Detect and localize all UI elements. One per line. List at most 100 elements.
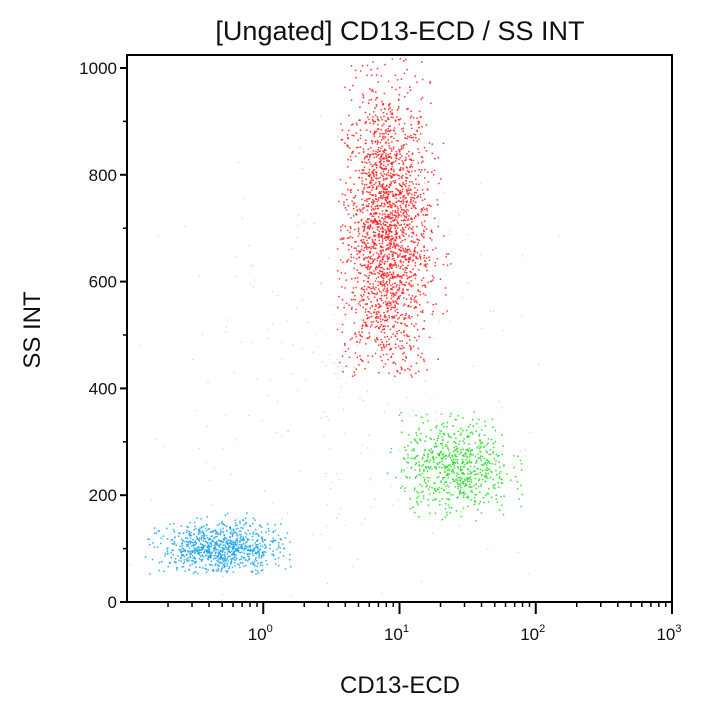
data-point-population-4 [396, 126, 399, 128]
data-point-population-3 [251, 539, 254, 541]
data-point-population-1 [419, 257, 422, 260]
data-point-population-2 [436, 463, 439, 466]
data-point-population-2 [443, 465, 445, 468]
data-point-population-1 [349, 235, 352, 238]
data-point-population-1 [388, 145, 390, 147]
data-point-population-1 [372, 321, 375, 323]
data-point-population-4 [268, 533, 270, 535]
data-point-population-1 [401, 244, 403, 247]
data-point-population-3 [235, 532, 238, 535]
data-point-population-1 [407, 367, 409, 370]
data-point-population-1 [395, 236, 398, 238]
data-point-population-3 [196, 572, 199, 575]
data-point-population-2 [455, 448, 458, 450]
data-point-population-1 [355, 240, 357, 243]
data-point-population-1 [382, 250, 385, 252]
data-point-population-1 [394, 362, 397, 365]
data-point-population-1 [387, 174, 390, 177]
data-point-population-1 [378, 226, 380, 228]
data-point-population-3 [185, 531, 188, 534]
data-point-population-2 [459, 491, 461, 493]
data-point-population-2 [419, 483, 421, 486]
data-point-population-3 [224, 555, 227, 558]
data-point-population-3 [184, 570, 187, 573]
data-point-population-1 [351, 134, 354, 137]
data-point-population-4 [370, 339, 372, 341]
data-point-population-2 [450, 412, 452, 415]
data-point-population-1 [388, 372, 390, 374]
data-point-population-1 [379, 176, 381, 179]
data-point-population-1 [412, 284, 414, 287]
data-point-population-2 [447, 468, 450, 471]
data-point-population-1 [402, 208, 404, 211]
data-point-population-1 [375, 173, 378, 176]
data-point-population-2 [438, 429, 441, 432]
data-point-population-3 [226, 562, 229, 565]
data-point-population-1 [391, 165, 394, 168]
data-point-population-1 [383, 274, 386, 277]
data-point-population-1 [394, 223, 396, 226]
data-point-population-1 [405, 166, 408, 169]
data-point-population-1 [375, 130, 378, 133]
data-point-population-3 [271, 553, 273, 556]
data-point-population-2 [470, 498, 473, 501]
data-point-population-3 [189, 537, 192, 540]
data-point-population-1 [394, 179, 397, 182]
data-point-population-1 [382, 230, 384, 233]
data-point-population-1 [385, 129, 388, 131]
data-point-population-3 [263, 543, 266, 546]
data-point-population-3 [230, 560, 233, 562]
data-point-population-1 [377, 197, 380, 199]
data-point-population-1 [362, 298, 365, 301]
data-point-population-2 [470, 481, 473, 483]
data-point-population-1 [404, 226, 407, 229]
data-point-population-3 [203, 525, 205, 528]
data-point-population-3 [189, 521, 192, 524]
data-point-population-3 [243, 565, 246, 568]
data-point-population-2 [449, 482, 452, 484]
data-point-population-2 [423, 476, 425, 479]
data-point-population-1 [421, 234, 423, 237]
data-point-population-1 [413, 197, 416, 200]
data-point-population-3 [205, 523, 208, 526]
data-point-population-1 [410, 240, 412, 243]
data-point-population-1 [414, 133, 417, 136]
data-point-population-4 [236, 517, 239, 520]
data-point-population-1 [357, 189, 360, 192]
data-point-population-2 [492, 426, 494, 428]
data-point-population-1 [368, 168, 371, 171]
data-point-population-1 [405, 281, 408, 284]
data-point-population-3 [208, 546, 211, 548]
data-point-population-1 [406, 267, 408, 270]
data-point-population-1 [367, 102, 370, 105]
data-point-population-1 [397, 105, 400, 108]
data-point-population-2 [448, 486, 450, 488]
data-point-population-1 [409, 174, 412, 177]
data-point-population-1 [408, 335, 410, 338]
data-point-population-1 [429, 82, 431, 84]
data-point-population-4 [447, 456, 449, 458]
data-point-population-1 [375, 174, 378, 177]
data-point-population-1 [370, 247, 372, 250]
data-point-population-1 [392, 333, 395, 335]
data-point-population-1 [384, 63, 386, 66]
data-point-population-3 [267, 527, 270, 530]
y-tick-label: 400 [89, 379, 117, 398]
data-point-population-2 [500, 482, 503, 485]
data-point-population-1 [368, 335, 371, 338]
data-point-population-2 [433, 482, 435, 485]
data-point-population-3 [237, 547, 240, 549]
data-point-population-1 [400, 224, 403, 226]
data-point-population-3 [164, 552, 167, 555]
data-point-population-1 [401, 291, 404, 294]
data-point-population-1 [390, 250, 393, 253]
data-point-population-2 [440, 466, 443, 469]
data-point-population-3 [274, 539, 277, 542]
data-point-population-2 [512, 455, 515, 457]
data-point-population-1 [383, 218, 385, 221]
data-point-population-1 [379, 160, 381, 163]
data-point-population-2 [423, 470, 425, 473]
data-point-population-1 [412, 232, 415, 235]
data-point-population-4 [391, 504, 393, 506]
data-point-population-1 [404, 314, 407, 317]
